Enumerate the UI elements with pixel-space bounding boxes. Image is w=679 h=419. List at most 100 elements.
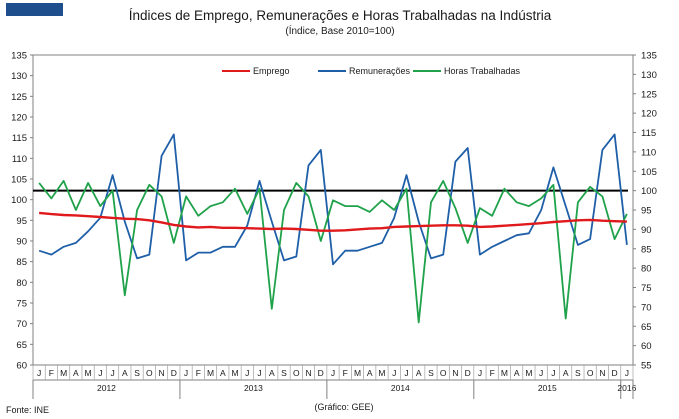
x-month-label: M bbox=[60, 368, 67, 378]
y-right-tick-label: 120 bbox=[641, 109, 657, 120]
logo-block bbox=[6, 3, 21, 16]
y-left-tick-label: 85 bbox=[16, 257, 27, 268]
logo-block bbox=[48, 3, 63, 16]
x-month-label: D bbox=[171, 368, 177, 378]
x-month-label: J bbox=[98, 368, 102, 378]
y-left-tick-label: 120 bbox=[11, 113, 27, 124]
y-right-tick-label: 65 bbox=[641, 322, 652, 333]
y-right-tick-label: 90 bbox=[641, 225, 652, 236]
y-right-tick-label: 55 bbox=[641, 361, 652, 372]
y-left-tick-label: 130 bbox=[11, 71, 27, 82]
x-month-label: J bbox=[404, 368, 408, 378]
x-month-label: J bbox=[257, 368, 261, 378]
x-month-label: J bbox=[392, 368, 396, 378]
x-month-label: S bbox=[281, 368, 287, 378]
x-month-label: J bbox=[478, 368, 482, 378]
legend-label: Remunerações bbox=[349, 66, 411, 76]
y-right-tick-label: 95 bbox=[641, 206, 652, 217]
y-left-tick-label: 90 bbox=[16, 237, 27, 248]
x-month-label: J bbox=[539, 368, 543, 378]
y-right-tick-label: 130 bbox=[641, 70, 657, 81]
x-month-label: M bbox=[501, 368, 508, 378]
x-month-label: J bbox=[245, 368, 249, 378]
x-month-label: M bbox=[231, 368, 238, 378]
x-month-label: A bbox=[514, 368, 520, 378]
x-month-label: O bbox=[440, 368, 447, 378]
x-year-label: 2012 bbox=[97, 383, 116, 393]
y-left-tick-label: 135 bbox=[11, 51, 27, 62]
x-month-label: A bbox=[269, 368, 275, 378]
x-month-label: A bbox=[122, 368, 128, 378]
series-line-emprego bbox=[38, 211, 627, 232]
x-month-label: A bbox=[367, 368, 373, 378]
x-month-label: F bbox=[49, 368, 54, 378]
y-left-tick-label: 95 bbox=[16, 216, 27, 227]
x-month-label: M bbox=[85, 368, 92, 378]
x-month-label: M bbox=[207, 368, 214, 378]
x-month-label: M bbox=[354, 368, 361, 378]
y-right-tick-label: 125 bbox=[641, 89, 657, 100]
y-left-tick-label: 125 bbox=[11, 92, 27, 103]
x-month-label: J bbox=[184, 368, 188, 378]
x-month-label: A bbox=[73, 368, 79, 378]
x-month-label: N bbox=[599, 368, 605, 378]
y-right-tick-label: 80 bbox=[641, 264, 652, 275]
y-left-tick-label: 80 bbox=[16, 278, 27, 289]
x-month-label: A bbox=[416, 368, 422, 378]
y-right-tick-label: 85 bbox=[641, 244, 652, 255]
x-month-label: A bbox=[563, 368, 569, 378]
logo-block bbox=[34, 3, 49, 16]
x-month-label: F bbox=[343, 368, 348, 378]
x-month-label: J bbox=[331, 368, 335, 378]
y-right-tick-label: 105 bbox=[641, 167, 657, 178]
y-right-tick-label: 70 bbox=[641, 302, 652, 313]
x-year-label: 2016 bbox=[617, 383, 636, 393]
series-line-horas-trabalhadas bbox=[38, 179, 628, 324]
x-year-label: 2014 bbox=[391, 383, 410, 393]
chart-title: Índices de Emprego, Remunerações e Horas… bbox=[129, 8, 552, 23]
x-month-label: O bbox=[146, 368, 153, 378]
y-left-tick-label: 115 bbox=[12, 133, 27, 144]
y-right-tick-label: 100 bbox=[641, 186, 657, 197]
x-month-label: D bbox=[465, 368, 471, 378]
x-month-label: J bbox=[551, 368, 555, 378]
y-right-tick-label: 115 bbox=[641, 128, 656, 139]
x-month-label: J bbox=[625, 368, 629, 378]
x-month-label: N bbox=[452, 368, 458, 378]
footer-credit: (Gráfico: GEE) bbox=[314, 402, 373, 412]
x-month-label: O bbox=[293, 368, 300, 378]
y-left-tick-label: 105 bbox=[11, 175, 27, 186]
series-line-remunera-es bbox=[38, 133, 628, 266]
y-left-tick-label: 60 bbox=[16, 361, 27, 372]
x-month-label: F bbox=[490, 368, 495, 378]
x-month-label: M bbox=[378, 368, 385, 378]
y-right-tick-label: 110 bbox=[641, 147, 656, 158]
x-month-label: N bbox=[159, 368, 165, 378]
legend-label: Emprego bbox=[253, 66, 290, 76]
x-month-label: A bbox=[220, 368, 226, 378]
x-month-label: S bbox=[575, 368, 581, 378]
y-right-tick-label: 75 bbox=[641, 283, 652, 294]
x-month-label: S bbox=[134, 368, 140, 378]
x-month-label: D bbox=[318, 368, 324, 378]
x-month-label: J bbox=[37, 368, 41, 378]
y-left-tick-label: 70 bbox=[16, 319, 27, 330]
x-month-label: M bbox=[525, 368, 532, 378]
y-left-tick-label: 100 bbox=[11, 195, 27, 206]
x-month-label: O bbox=[587, 368, 594, 378]
x-year-label: 2015 bbox=[538, 383, 557, 393]
legend-label: Horas Trabalhadas bbox=[444, 66, 521, 76]
plot-frame bbox=[32, 54, 634, 366]
logo-block bbox=[20, 3, 35, 16]
x-month-label: S bbox=[428, 368, 434, 378]
y-left-tick-label: 75 bbox=[16, 299, 27, 310]
y-right-tick-label: 135 bbox=[641, 51, 657, 62]
y-right-tick-label: 60 bbox=[641, 341, 652, 352]
chart-subtitle: (Índice, Base 2010=100) bbox=[285, 24, 394, 37]
x-month-label: D bbox=[612, 368, 618, 378]
x-month-label: N bbox=[305, 368, 311, 378]
footer-source: Fonte: INE bbox=[6, 405, 49, 415]
x-month-label: F bbox=[196, 368, 201, 378]
x-year-label: 2013 bbox=[244, 383, 263, 393]
